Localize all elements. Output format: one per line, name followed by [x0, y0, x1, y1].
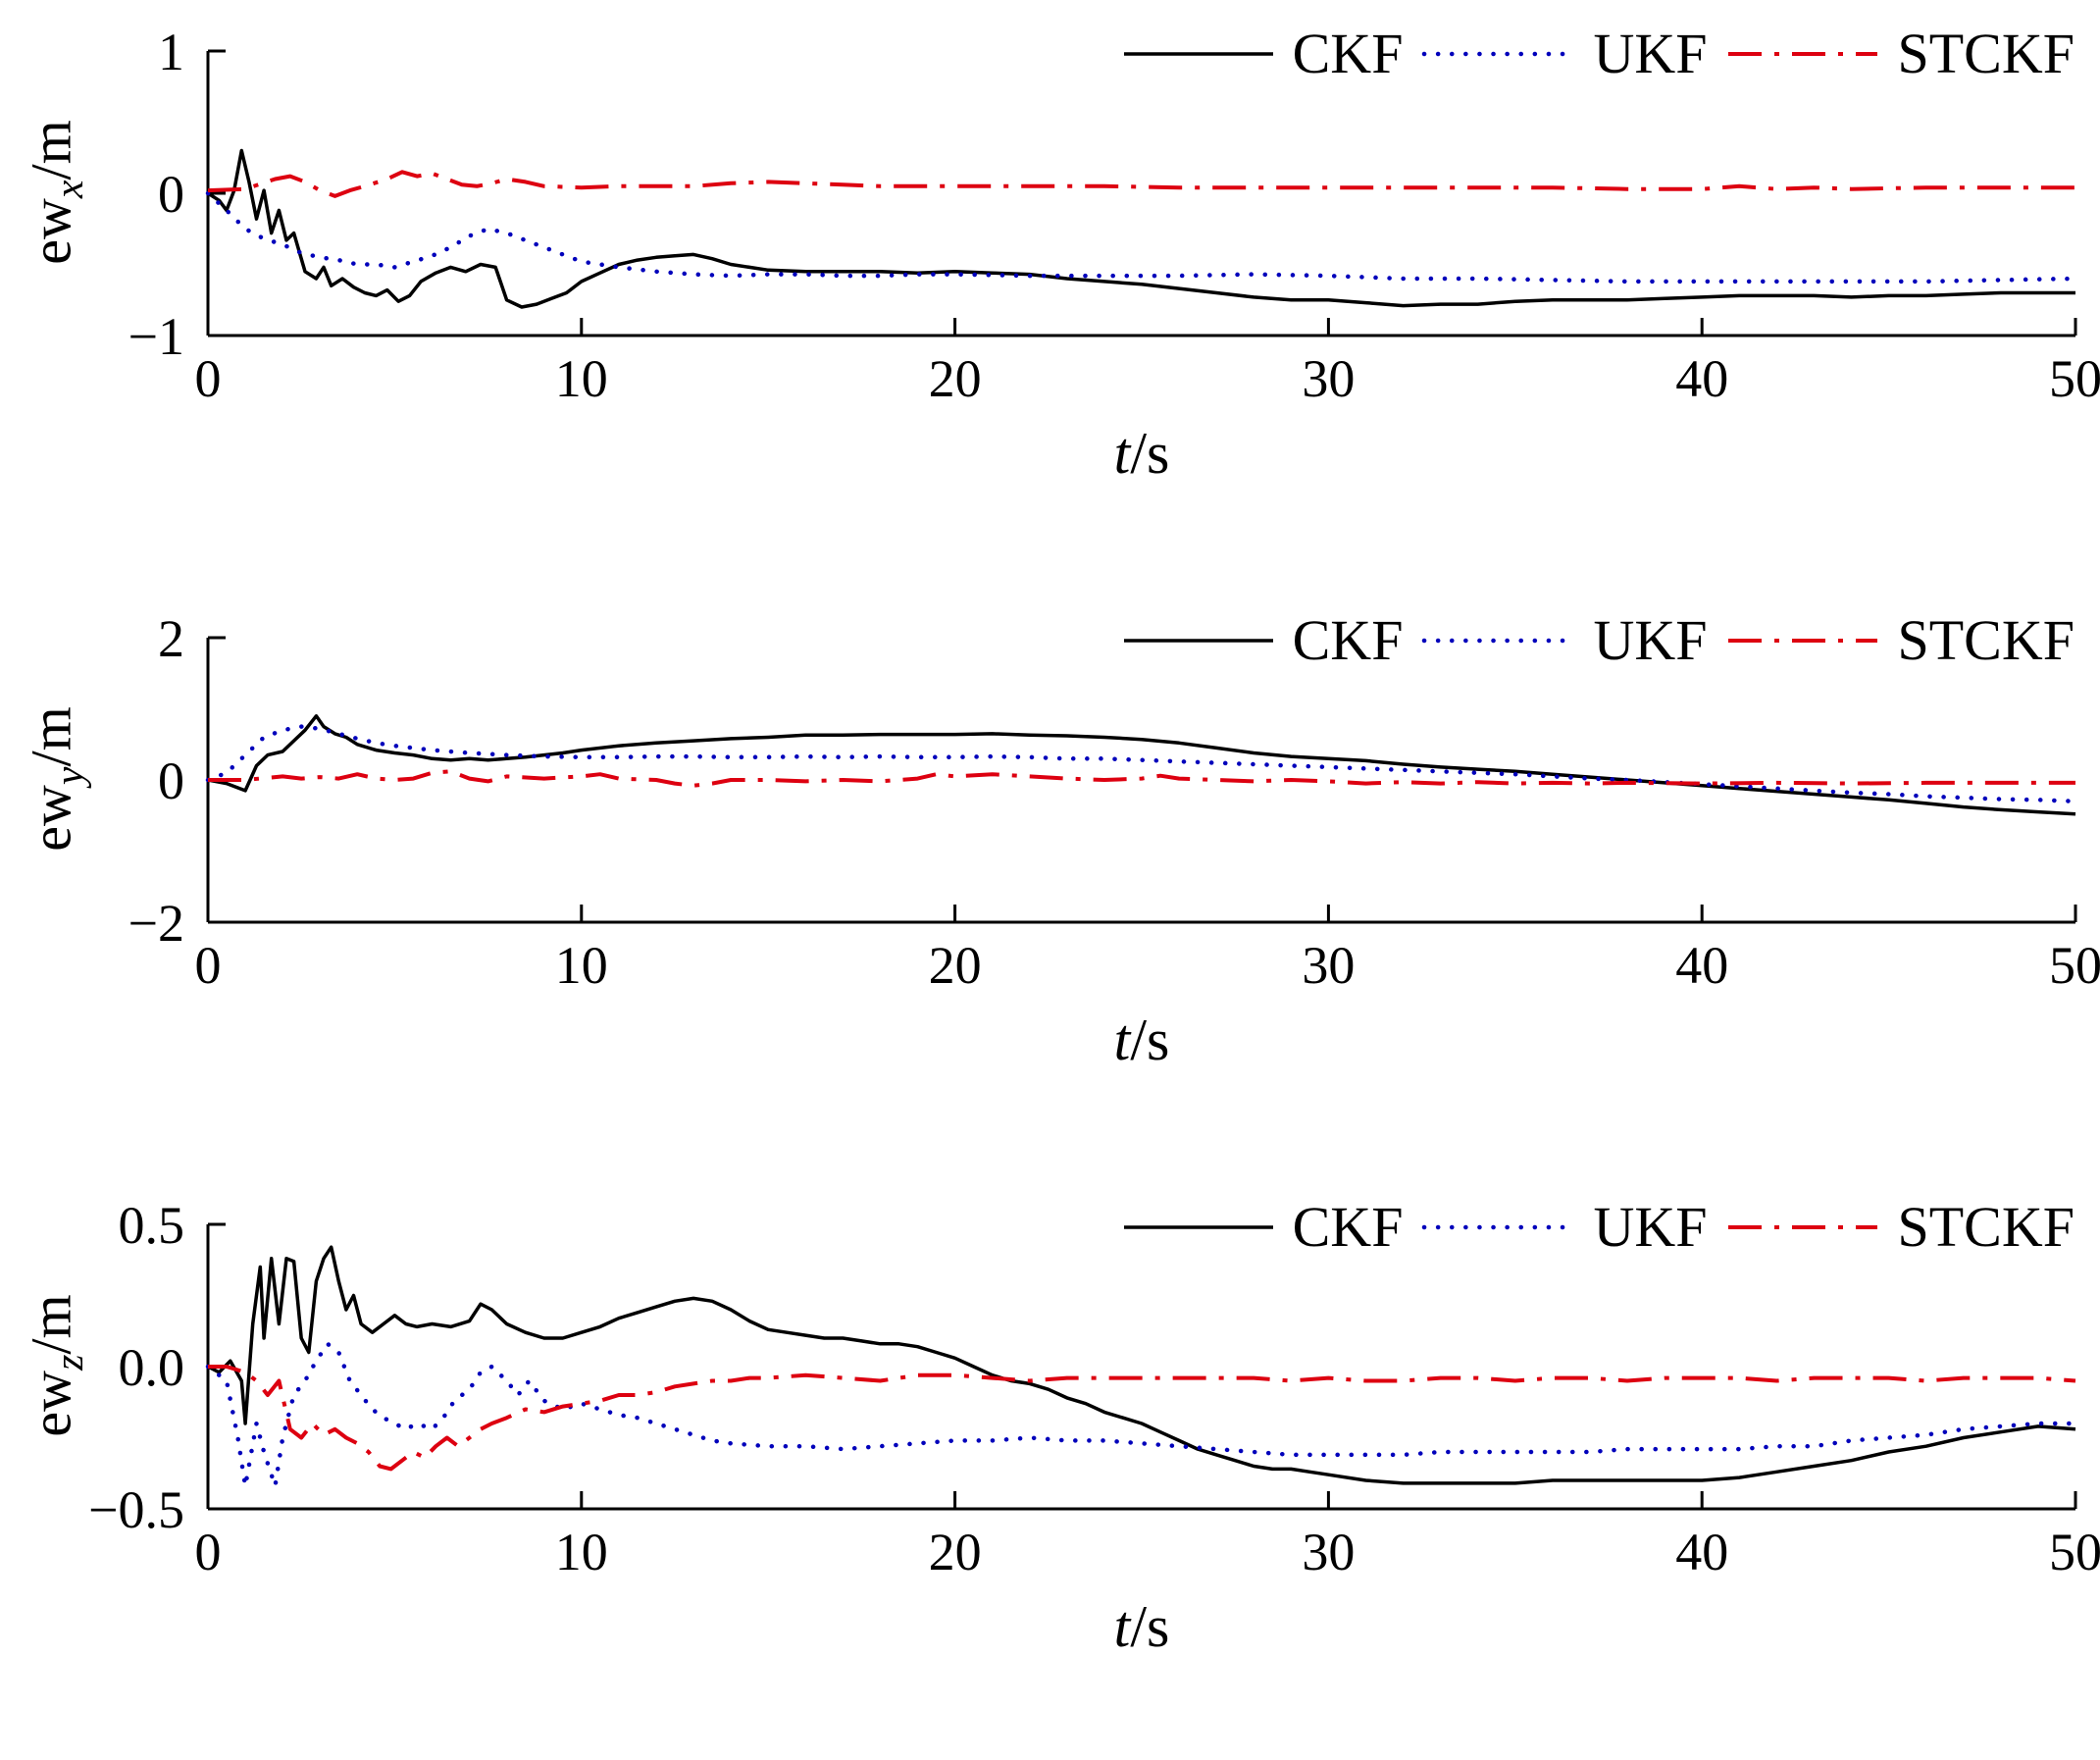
- x-axis-label: t/s: [1114, 1010, 1170, 1069]
- x-axis-label: t/s: [1114, 1597, 1170, 1656]
- panel-ewz: 0.5 0.0 −0.5 0 10 20 30 40 50 ewz/m t/s CKF UKF …: [0, 1173, 2100, 1760]
- chart-ewz: 0.5 0.0 −0.50 10 20 30 40 50: [88, 1196, 2100, 1581]
- series-line-ckf: [207, 148, 2075, 309]
- x-axis-label: t/s: [1114, 424, 1170, 483]
- legend-item-stckf: STCKF: [1724, 1199, 2074, 1256]
- y-axis-label-ewx: ewx/m: [19, 120, 92, 264]
- legend: CKF UKF STCKF: [1120, 612, 2074, 669]
- x-tick-label: 0: [195, 349, 222, 408]
- y-tick-label: −1: [128, 307, 184, 366]
- legend: CKF UKF STCKF: [1120, 26, 2074, 82]
- legend-item-stckf: STCKF: [1724, 26, 2074, 82]
- legend-item-ukf: UKF: [1420, 1199, 1707, 1256]
- ylabel-sub: y: [46, 766, 92, 786]
- x-tick-label: 50: [2049, 1523, 2100, 1581]
- x-tick-label: 50: [2049, 349, 2100, 408]
- series-line-stckf: [208, 1365, 2076, 1472]
- xlabel-italic: t: [1113, 421, 1131, 486]
- x-tick-label: 30: [1302, 936, 1355, 995]
- legend: CKF UKF STCKF: [1120, 1199, 2074, 1256]
- x-tick-label: 10: [555, 349, 608, 408]
- series-line-ukf: [205, 190, 2078, 285]
- legend-item-stckf: STCKF: [1724, 612, 2074, 669]
- xlabel-italic: t: [1113, 1008, 1131, 1072]
- x-tick-label: 0: [195, 1523, 222, 1581]
- x-tick-label: 40: [1675, 1523, 1728, 1581]
- legend-label-ukf: UKF: [1593, 1195, 1708, 1259]
- y-tick-label: 1: [158, 23, 184, 81]
- ylabel-prefix: ew: [19, 785, 83, 852]
- y-axis-label-ewz: ewz/m: [19, 1294, 92, 1436]
- legend-line-ukf: [1422, 1224, 1576, 1230]
- legend-line-ckf: [1123, 639, 1273, 643]
- xlabel-rest: /s: [1130, 1008, 1170, 1072]
- y-tick-label: −2: [128, 894, 184, 953]
- legend-label-ukf: UKF: [1593, 608, 1708, 672]
- legend-label-ckf: CKF: [1292, 22, 1404, 85]
- x-tick-label: 20: [929, 1523, 982, 1581]
- series-line-stckf: [208, 769, 2075, 788]
- x-tick-label: 40: [1675, 936, 1728, 995]
- legend-line-ukf: [1422, 51, 1576, 57]
- series-line-ckf: [207, 1245, 2076, 1485]
- ylabel-suffix: /m: [19, 1294, 83, 1355]
- x-tick-label: 30: [1302, 1523, 1355, 1581]
- y-tick-label: −0.5: [88, 1480, 184, 1539]
- legend-line-stckf: [1728, 52, 1878, 56]
- x-tick-label: 30: [1302, 349, 1355, 408]
- legend-item-ukf: UKF: [1420, 26, 1707, 82]
- y-tick-label: 0: [158, 165, 184, 224]
- x-tick-label: 0: [195, 936, 222, 995]
- legend-line-ukf: [1422, 638, 1576, 644]
- x-tick-label: 40: [1675, 349, 1728, 408]
- x-tick-label: 20: [929, 349, 982, 408]
- legend-label-ckf: CKF: [1292, 608, 1404, 672]
- panel-ewx: 1 0 −1 0 10 20 30 40 50 ewx/m t/s CKF UKF STCKF: [0, 0, 2100, 587]
- legend-line-ckf: [1123, 1225, 1273, 1229]
- x-tick-label: 10: [555, 936, 608, 995]
- x-tick-label: 50: [2049, 936, 2100, 995]
- xlabel-rest: /s: [1130, 421, 1170, 486]
- xlabel-italic: t: [1113, 1594, 1131, 1659]
- y-tick-label: 0.5: [119, 1196, 185, 1255]
- legend-item-ckf: CKF: [1120, 608, 1404, 672]
- legend-label-ukf: UKF: [1593, 22, 1708, 85]
- xlabel-rest: /s: [1130, 1594, 1170, 1659]
- legend-item-ckf: CKF: [1120, 22, 1404, 85]
- series-line-ckf: [207, 714, 2076, 816]
- ylabel-prefix: ew: [19, 198, 83, 265]
- legend-line-stckf: [1728, 1225, 1878, 1229]
- chart-ewx: 10−10 10 20 30 40 50: [128, 23, 2100, 408]
- legend-line-stckf: [1728, 639, 1878, 643]
- y-tick-label: 0: [158, 751, 184, 810]
- chart-ewy: 20−20 10 20 30 40 50: [128, 609, 2100, 995]
- ylabel-sub: z: [46, 1354, 92, 1371]
- legend-item-ukf: UKF: [1420, 612, 1707, 669]
- legend-item-ckf: CKF: [1120, 1195, 1404, 1259]
- legend-label-stckf: STCKF: [1897, 608, 2074, 672]
- legend-label-stckf: STCKF: [1897, 1195, 2074, 1259]
- ylabel-suffix: /m: [19, 120, 83, 181]
- legend-label-stckf: STCKF: [1897, 22, 2074, 85]
- series-line-ukf: [205, 1341, 2078, 1489]
- panel-ewy: 2 0 −2 0 10 20 30 40 50 ewy/m t/s CKF UKF STCKF: [0, 587, 2100, 1173]
- ylabel-prefix: ew: [19, 1370, 83, 1437]
- legend-label-ckf: CKF: [1292, 1195, 1404, 1259]
- series-line-stckf: [207, 170, 2075, 198]
- legend-line-ckf: [1123, 52, 1273, 56]
- ylabel-suffix: /m: [19, 706, 83, 767]
- x-tick-label: 20: [929, 936, 982, 995]
- y-tick-label: 0.0: [119, 1338, 185, 1397]
- x-tick-label: 10: [555, 1523, 608, 1581]
- y-axis-label-ewy: ewy/m: [19, 706, 92, 851]
- y-tick-label: 2: [158, 609, 184, 668]
- ylabel-sub: x: [46, 180, 92, 199]
